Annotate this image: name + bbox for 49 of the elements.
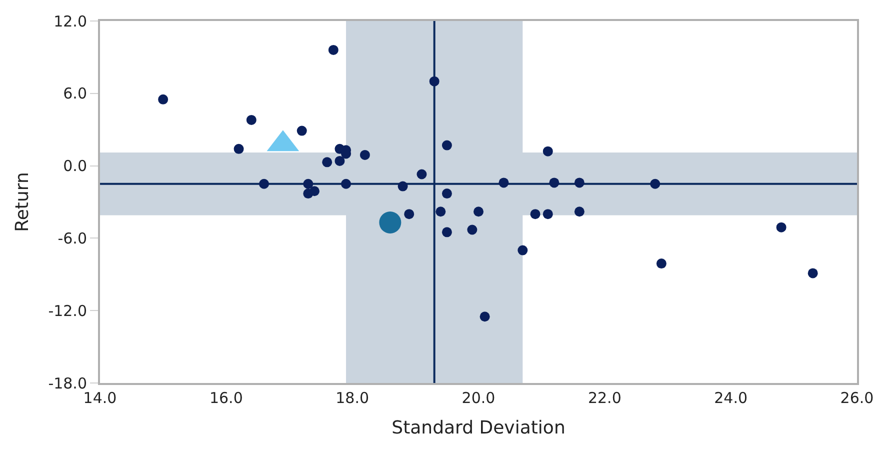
point: [776, 222, 786, 232]
point: [341, 178, 352, 189]
point: [334, 156, 345, 166]
point: [542, 146, 553, 156]
x-tick-label: 20.0: [462, 389, 496, 407]
point: [246, 114, 256, 125]
x-axis-title: Standard Deviation: [392, 418, 566, 439]
point: [328, 44, 338, 55]
point: [429, 76, 440, 86]
point: [360, 150, 370, 160]
y-tick-label: -6.0: [58, 229, 87, 248]
point: [442, 140, 452, 150]
y-axis-title: Return: [12, 172, 33, 232]
point: [322, 157, 332, 168]
x-tick-label: 24.0: [714, 389, 748, 407]
point: [398, 181, 408, 192]
point: [234, 144, 244, 154]
point: [530, 209, 540, 220]
x-tick-label: 16.0: [209, 389, 243, 407]
point: [650, 178, 660, 189]
point: [574, 178, 584, 188]
y-tick-label: 6.0: [63, 84, 87, 103]
point: [518, 245, 528, 256]
point: [416, 169, 427, 180]
point: [442, 227, 452, 238]
y-tick-label: 12.0: [54, 12, 87, 30]
point: [574, 206, 584, 217]
x-tick-label: 22.0: [588, 389, 622, 407]
point: [542, 209, 553, 220]
point: [436, 206, 446, 217]
point: [309, 186, 320, 196]
point: [296, 126, 307, 136]
x-tick-label: 18.0: [336, 389, 370, 407]
y-tick-label: -12.0: [48, 302, 87, 320]
y-tick-label: 0.0: [63, 157, 87, 176]
point: [158, 94, 168, 104]
point: [808, 268, 818, 278]
point: [467, 224, 478, 235]
point: [404, 209, 414, 220]
point: [379, 212, 402, 234]
point: [549, 178, 560, 188]
point: [474, 206, 484, 217]
point: [656, 258, 666, 269]
x-tick-label: 26.0: [840, 389, 874, 407]
point: [259, 178, 270, 189]
point: [480, 312, 490, 322]
point: [303, 178, 314, 189]
point: [442, 188, 452, 199]
point: [498, 178, 509, 188]
